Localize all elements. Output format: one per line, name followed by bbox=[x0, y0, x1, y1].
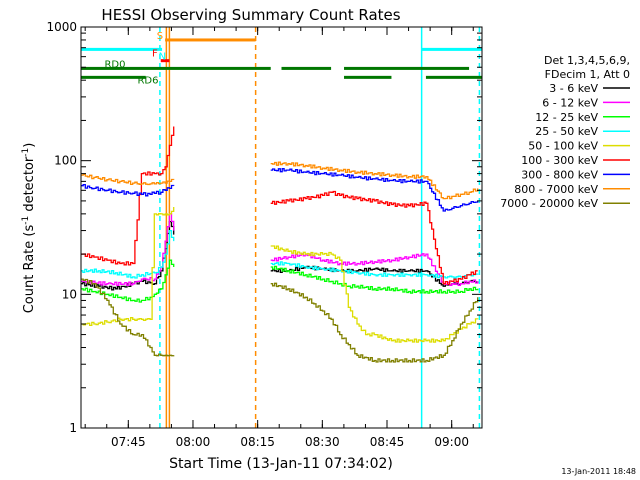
x-tick-label-3: 08:30 bbox=[305, 435, 340, 449]
flag-label-rd0: RD0 bbox=[104, 59, 125, 70]
legend-label-2: 12 - 25 keV bbox=[535, 111, 598, 124]
x-tick-label-4: 08:45 bbox=[370, 435, 405, 449]
legend: Det 1,3,4,5,6,9,FDecim 1, Att 03 - 6 keV… bbox=[500, 54, 630, 210]
y-axis-label-main: Count Rate (s bbox=[22, 225, 37, 314]
y-tick-label-2: 100 bbox=[54, 154, 77, 168]
y-tick-label-0: 1 bbox=[69, 421, 77, 435]
legend-label-6: 300 - 800 keV bbox=[521, 168, 598, 181]
timestamp: 13-Jan-2011 18:48 bbox=[561, 467, 636, 476]
series-3-segment-1 bbox=[270, 261, 479, 279]
flag-rd6-bar-2 bbox=[425, 75, 482, 79]
series-6-segment-0 bbox=[81, 183, 175, 197]
x-tick-label-5: 09:00 bbox=[434, 435, 469, 449]
x-axis-label: Start Time (13-Jan-11 07:34:02) bbox=[169, 456, 393, 472]
flag-rd6-bar-1 bbox=[344, 75, 392, 79]
flag-f-bar-0 bbox=[160, 59, 170, 63]
legend-label-4: 50 - 100 keV bbox=[528, 140, 598, 153]
y-tick-label-1: 10 bbox=[62, 287, 77, 301]
flag-label-s: S bbox=[157, 31, 163, 42]
x-tick-label-0: 07:45 bbox=[111, 435, 146, 449]
legend-header-1: FDecim 1, Att 0 bbox=[545, 68, 630, 81]
y-axis-label-end: ) bbox=[22, 143, 37, 148]
legend-label-1: 6 - 12 keV bbox=[542, 96, 598, 109]
flag-rd0-bar-0 bbox=[81, 66, 271, 70]
series-5-segment-0 bbox=[81, 126, 175, 266]
series-0-segment-1 bbox=[270, 265, 479, 287]
flag-n-bar-0 bbox=[81, 47, 163, 51]
series-2-segment-1 bbox=[270, 265, 479, 294]
axes: RD0 RD6 FSN 07:45 08:00 08:15 08:30 08:45 09:00 1… bbox=[46, 20, 482, 449]
flag-label-n: N bbox=[159, 51, 166, 62]
x-tick-label-1: 08:00 bbox=[176, 435, 211, 449]
legend-label-5: 100 - 300 keV bbox=[521, 154, 598, 167]
chart-marks bbox=[81, 27, 482, 428]
flag-rd6-bar-0 bbox=[81, 75, 146, 79]
flag-label-rd6: RD6 bbox=[137, 75, 158, 86]
y-axis-label: Count Rate (s-1 detector-1) bbox=[21, 143, 37, 314]
series-5-segment-1 bbox=[270, 190, 478, 285]
series-7-segment-1 bbox=[270, 161, 479, 200]
series-8-segment-0 bbox=[81, 278, 175, 357]
y-tick-label-3: 1000 bbox=[46, 20, 77, 34]
series-4-segment-1 bbox=[270, 245, 479, 343]
legend-label-8: 7000 - 20000 keV bbox=[500, 197, 598, 210]
y-axis-label-mid: detector bbox=[22, 156, 37, 216]
series-2-segment-0 bbox=[81, 259, 175, 303]
series-3-segment-0 bbox=[81, 229, 175, 279]
flag-s-bar-0 bbox=[165, 38, 256, 42]
flag-label-f: F bbox=[152, 49, 158, 60]
flag-rd0-bar-1 bbox=[281, 66, 332, 70]
y-axis-label-sup1: -1 bbox=[21, 216, 31, 225]
legend-label-0: 3 - 6 keV bbox=[549, 82, 598, 95]
legend-label-7: 800 - 7000 keV bbox=[514, 183, 598, 196]
y-axis-label-sup2: -1 bbox=[21, 148, 31, 157]
chart-title: HESSI Observing Summary Count Rates bbox=[101, 6, 400, 24]
legend-header-0: Det 1,3,4,5,6,9, bbox=[544, 54, 630, 67]
plot-frame bbox=[80, 26, 483, 429]
flag-n-bar-1 bbox=[421, 47, 482, 51]
series-4-segment-0 bbox=[81, 207, 175, 327]
series-6-segment-1 bbox=[270, 168, 479, 212]
x-tick-label-2: 08:15 bbox=[240, 435, 275, 449]
series-7-segment-0 bbox=[81, 173, 175, 186]
flag-rd0-bar-2 bbox=[344, 66, 470, 70]
series-8-segment-1 bbox=[270, 282, 479, 363]
legend-label-3: 25 - 50 keV bbox=[535, 125, 598, 138]
